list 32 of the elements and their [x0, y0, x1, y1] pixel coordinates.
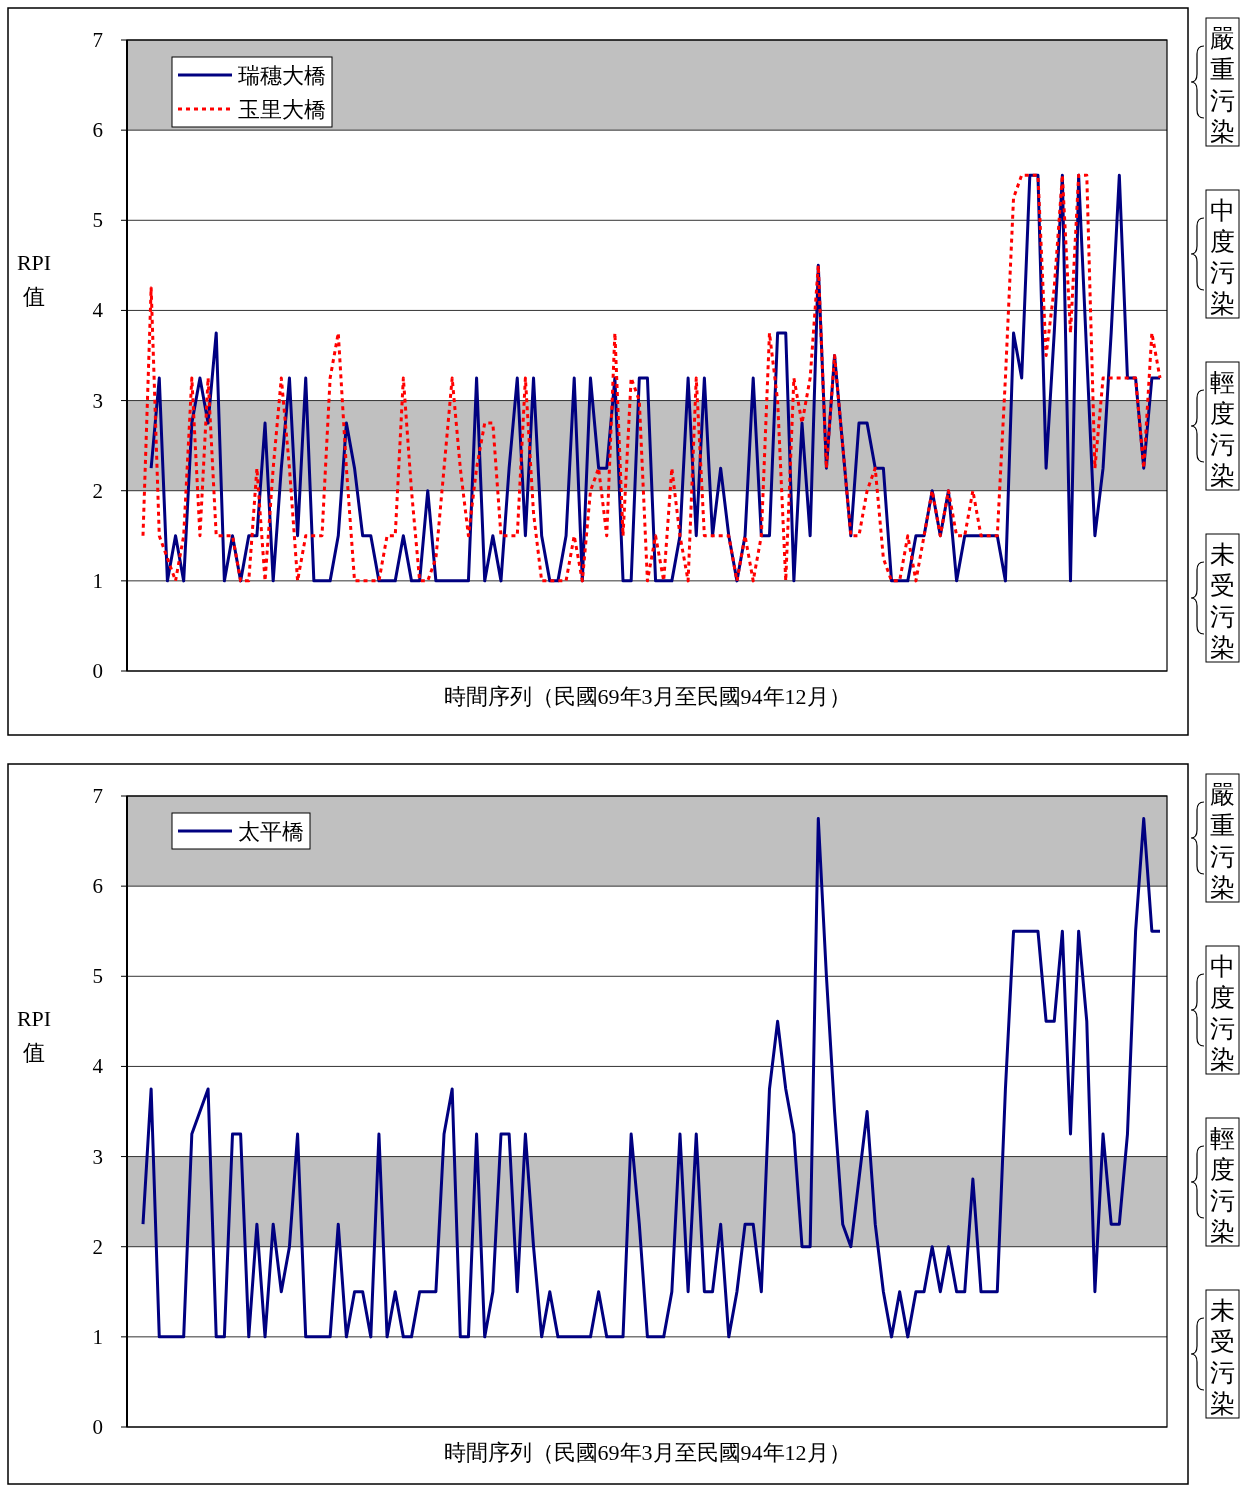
legend-label: 太平橋 [238, 819, 304, 844]
y-tick-label: 0 [92, 1415, 103, 1439]
text: 嚴重污染 [1210, 25, 1235, 145]
y-tick-label: 0 [92, 659, 103, 683]
y-tick-label: 5 [92, 964, 103, 989]
legend-label: 瑞穗大橋 [238, 63, 326, 88]
text: 輕度污染 [1210, 1125, 1235, 1245]
y-tick-label: 1 [92, 1324, 103, 1349]
y-tick-label: 7 [92, 28, 103, 52]
y-tick-label: 1 [92, 568, 103, 593]
legend-label: 玉里大橋 [238, 97, 326, 122]
y-tick-label: 6 [92, 118, 103, 143]
x-axis-title: 時間序列（民國69年3月至民國94年12月） [443, 1440, 851, 1465]
x-axis-title: 時間序列（民國69年3月至民國94年12月） [443, 684, 851, 709]
y-axis-title: RPI 值 [16, 1005, 52, 1065]
y-tick-label: 2 [92, 478, 103, 503]
y-tick-label: 7 [92, 784, 103, 808]
y-tick-label: 3 [92, 388, 103, 413]
y-tick-label: 2 [92, 1234, 103, 1259]
text: 中度污染 [1210, 953, 1235, 1073]
text: 未受污染 [1210, 541, 1235, 661]
y-tick-label: 6 [92, 874, 103, 899]
text: 嚴重污染 [1210, 781, 1235, 901]
text: 輕度污染 [1210, 369, 1235, 489]
y-tick-label: 5 [92, 208, 103, 233]
y-tick-label: 3 [92, 1144, 103, 1169]
y-tick-label: 4 [92, 1054, 104, 1079]
line-series [141, 817, 1162, 1339]
y-axis-title: RPI 值 [16, 249, 52, 309]
y-tick-label: 4 [92, 298, 104, 323]
text: 未受污染 [1210, 1297, 1235, 1417]
text: 中度污染 [1210, 197, 1235, 317]
